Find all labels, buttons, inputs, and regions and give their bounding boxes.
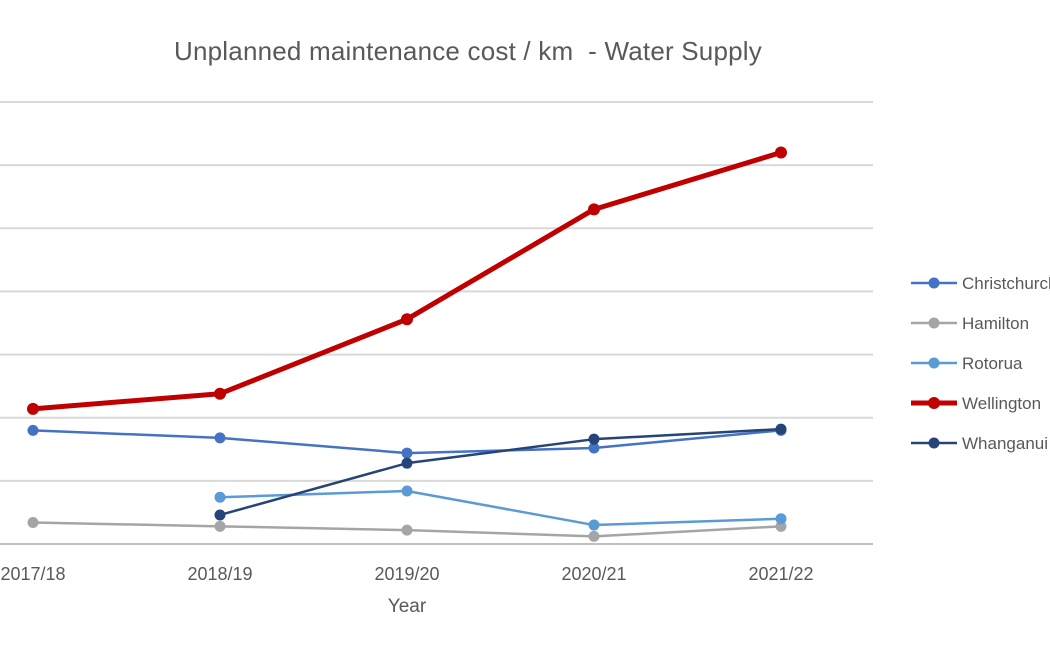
series-wellington	[27, 146, 787, 415]
data-point-hamilton	[214, 520, 226, 532]
legend-label-hamilton: Hamilton	[962, 314, 1029, 333]
legend-item-whanganui: Whanganui	[911, 434, 1048, 453]
data-point-wellington	[775, 146, 787, 159]
series-line-whanganui	[218, 427, 783, 517]
legend-item-rotorua: Rotorua	[911, 354, 1023, 373]
data-point-hamilton	[401, 524, 413, 536]
x-tick-label: 2017/18	[0, 564, 65, 584]
legend-label-rotorua: Rotorua	[962, 354, 1023, 373]
data-point-whanganui	[588, 433, 600, 445]
x-tick-label: 2021/22	[748, 564, 813, 584]
chart-title: Unplanned maintenance cost / km - Water …	[174, 36, 762, 66]
series-hamilton	[27, 517, 787, 542]
series-lines	[27, 146, 787, 542]
legend-label-wellington: Wellington	[962, 394, 1041, 413]
data-point-rotorua	[401, 485, 413, 497]
series-line-wellington	[30, 150, 784, 412]
legend-item-christchurch: Christchurch	[911, 274, 1050, 293]
legend-marker-rotorua	[928, 357, 940, 369]
data-point-wellington	[588, 203, 600, 216]
data-point-whanganui	[214, 509, 226, 521]
x-axis-title: Year	[388, 596, 427, 617]
legend-item-wellington: Wellington	[911, 394, 1041, 413]
data-point-christchurch	[27, 424, 39, 436]
legend-marker-whanganui	[928, 437, 940, 449]
data-point-whanganui	[401, 457, 413, 469]
data-point-christchurch	[588, 442, 600, 454]
data-point-wellington	[27, 402, 39, 415]
data-point-christchurch	[214, 432, 226, 444]
legend-label-whanganui: Whanganui	[962, 434, 1048, 453]
data-point-rotorua	[214, 491, 226, 503]
legend-label-christchurch: Christchurch	[962, 274, 1050, 293]
data-point-wellington	[214, 387, 226, 400]
x-tick-label: 2018/19	[187, 564, 252, 584]
series-line-rotorua	[218, 489, 783, 527]
data-point-hamilton	[27, 517, 39, 529]
x-axis-tick-labels: 2017/18 2018/19 2019/20 2020/21 2021/22	[0, 564, 813, 584]
series-christchurch	[27, 424, 787, 459]
data-point-christchurch	[401, 447, 413, 459]
legend-marker-wellington	[928, 397, 940, 409]
data-point-hamilton	[775, 520, 787, 532]
data-point-rotorua	[775, 513, 787, 525]
legend: Christchurch Hamilton Rotorua Wellington Wha…	[911, 274, 1050, 453]
legend-marker-hamilton	[928, 317, 940, 329]
legend-marker-christchurch	[928, 277, 940, 289]
legend-item-hamilton: Hamilton	[911, 314, 1029, 333]
series-rotorua	[214, 485, 787, 531]
data-point-hamilton	[588, 530, 600, 542]
series-whanganui	[214, 423, 787, 521]
data-point-rotorua	[588, 519, 600, 531]
data-point-whanganui	[775, 423, 787, 435]
gridlines	[0, 101, 873, 545]
x-tick-label: 2019/20	[374, 564, 439, 584]
x-tick-label: 2020/21	[561, 564, 626, 584]
data-point-wellington	[401, 313, 413, 326]
